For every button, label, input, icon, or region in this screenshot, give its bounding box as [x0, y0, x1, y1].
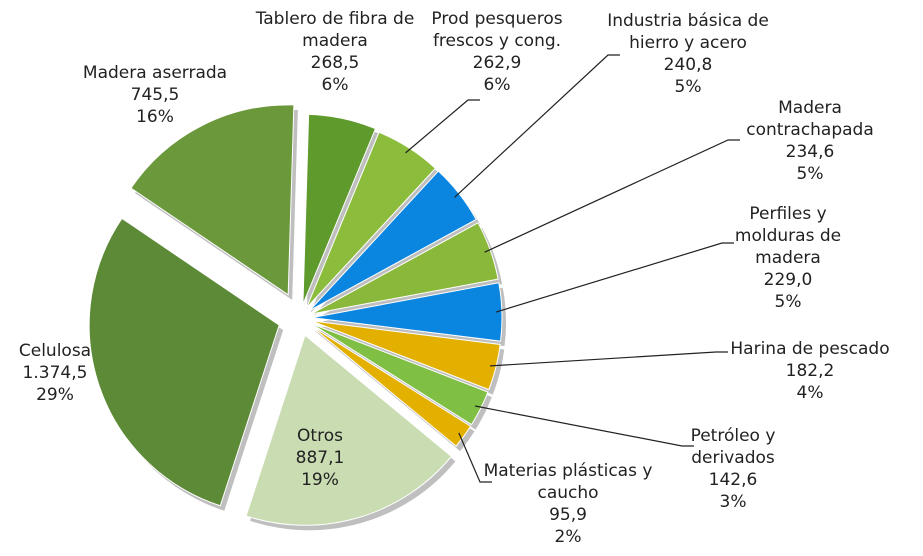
- percent-label: 5%: [796, 164, 824, 184]
- value-label: 229,0: [763, 270, 813, 290]
- slice-label: Materias plásticas y caucho 95,9 2%: [483, 460, 653, 548]
- value-label: 142,6: [708, 470, 758, 490]
- pie-slice: [309, 324, 472, 447]
- category-label: Industria básica de hierro y acero: [607, 11, 769, 53]
- percent-label: 2%: [554, 527, 582, 547]
- pie-slice: [88, 217, 280, 507]
- category-label: Madera contrachapada: [746, 98, 874, 140]
- value-label: 240,8: [663, 55, 713, 75]
- percent-label: 6%: [483, 75, 511, 95]
- slice-label: Otros 887,1 19%: [265, 425, 375, 491]
- percent-label: 5%: [774, 292, 802, 312]
- percent-label: 29%: [36, 385, 74, 405]
- percent-label: 4%: [796, 383, 824, 403]
- percent-label: 6%: [321, 75, 349, 95]
- slice-label: Petróleo y derivados 142,6 3%: [673, 425, 793, 513]
- pie-slice: [302, 113, 377, 305]
- category-label: Otros: [297, 426, 343, 446]
- pie-slice: [311, 320, 501, 391]
- slice-label: Celulosa 1.374,5 29%: [5, 340, 105, 406]
- percent-label: 3%: [719, 492, 747, 512]
- category-label: Madera aserrada: [82, 63, 228, 83]
- value-label: 182,2: [785, 361, 835, 381]
- slice-label: Harina de pescado 182,2 4%: [710, 338, 910, 404]
- leader-line: [454, 54, 620, 198]
- value-label: 262,9: [472, 53, 522, 73]
- leader-line: [458, 432, 492, 483]
- category-label: Perfiles y molduras de madera: [734, 204, 842, 268]
- percent-label: 16%: [136, 107, 174, 127]
- value-label: 234,6: [785, 142, 835, 162]
- leader-line: [405, 99, 480, 154]
- pie-slice: [245, 334, 453, 526]
- category-label: Prod pesqueros frescos y cong.: [431, 9, 563, 51]
- pie-slice: [310, 322, 489, 426]
- slice-label: Industria básica de hierro y acero 240,8 5…: [598, 10, 778, 98]
- leader-line: [495, 242, 734, 313]
- leader-line: [490, 351, 728, 367]
- pie-slice: [306, 131, 437, 309]
- percent-label: 5%: [674, 77, 702, 97]
- percent-label: 19%: [301, 470, 339, 490]
- category-label: Petróleo y derivados: [690, 426, 776, 468]
- category-label: Tablero de fibra de madera: [255, 9, 415, 51]
- value-label: 745,5: [130, 85, 180, 105]
- slice-label: Perfiles y molduras de madera 229,0 5%: [728, 203, 848, 313]
- category-label: Materias plásticas y caucho: [483, 461, 653, 503]
- pie-slice: [130, 104, 295, 296]
- value-label: 887,1: [295, 448, 345, 468]
- leader-line: [475, 405, 694, 447]
- slice-label: Madera contrachapada 234,6 5%: [740, 97, 880, 185]
- value-label: 268,5: [310, 53, 360, 73]
- category-label: Celulosa: [18, 341, 92, 361]
- value-label: 1.374,5: [22, 363, 88, 383]
- slice-label: Madera aserrada 745,5 16%: [50, 62, 260, 128]
- slice-label: Tablero de fibra de madera 268,5 6%: [248, 8, 423, 96]
- pie-slice: [311, 282, 503, 342]
- value-label: 95,9: [549, 505, 587, 525]
- category-label: Harina de pescado: [730, 339, 890, 359]
- leader-line: [484, 139, 740, 253]
- slice-label: Prod pesqueros frescos y cong. 262,9 6%: [422, 8, 572, 96]
